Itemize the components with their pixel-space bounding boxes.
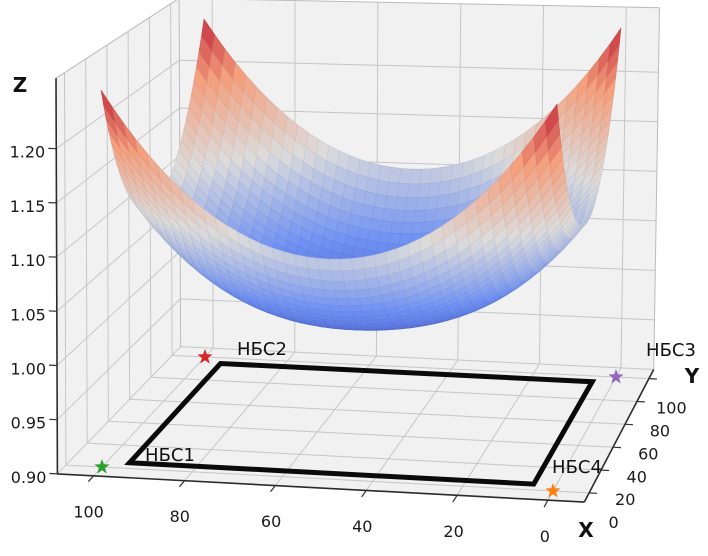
beacon-star-НБС2: [197, 349, 213, 364]
beacons: НБС1 НБС2 НБС3 НБС4: [94, 339, 696, 498]
z-tick-label: 1.10: [10, 251, 46, 270]
beacon-star-НБС4: [545, 483, 561, 498]
y-axis-label: Y: [684, 364, 700, 388]
beacon-label: НБС2: [237, 339, 287, 360]
axis-frame: [55, 78, 655, 503]
tick-labels: 100 80 60 40 20 0 0 20 40 60 80 100 0.90 0.95 1.00 1.05…: [10, 143, 687, 546]
z-tick-label: 1.05: [10, 305, 46, 324]
axis-ticks: [48, 147, 657, 508]
x-tick-label: 20: [443, 522, 463, 541]
coverage-area-rectangle: [124, 360, 597, 487]
y-tick-label: 0: [609, 513, 619, 532]
x-tick-label: 40: [352, 517, 372, 536]
beacon-label: НБС4: [552, 457, 602, 478]
x-tick-label: 60: [261, 512, 281, 531]
y-tick-label: 40: [627, 467, 647, 486]
y-tick-label: 100: [656, 399, 687, 418]
z-tick-label: 1.20: [10, 143, 46, 162]
y-tick-label: 80: [650, 422, 670, 441]
z-tick-label: 0.95: [11, 414, 47, 433]
beacon-star-НБС3: [608, 369, 624, 384]
x-axis-label: X: [578, 518, 594, 542]
x-tick-label: 100: [73, 502, 104, 521]
y-tick-label: 20: [615, 490, 635, 509]
x-tick-label: 80: [170, 507, 190, 526]
z-axis-label: Z: [13, 73, 28, 97]
y-tick-label: 60: [638, 444, 658, 463]
beacon-star-НБС1: [94, 459, 110, 474]
beacon-label: НБС3: [646, 340, 696, 361]
z-tick-label: 0.90: [11, 468, 47, 487]
x-tick-label: 0: [540, 527, 550, 546]
beacon-label: НБС1: [145, 445, 195, 466]
surface-mesh: [100, 18, 622, 331]
z-tick-label: 1.15: [10, 197, 46, 216]
z-tick-label: 1.00: [10, 360, 46, 379]
axis-letters: X Y Z: [13, 73, 700, 542]
